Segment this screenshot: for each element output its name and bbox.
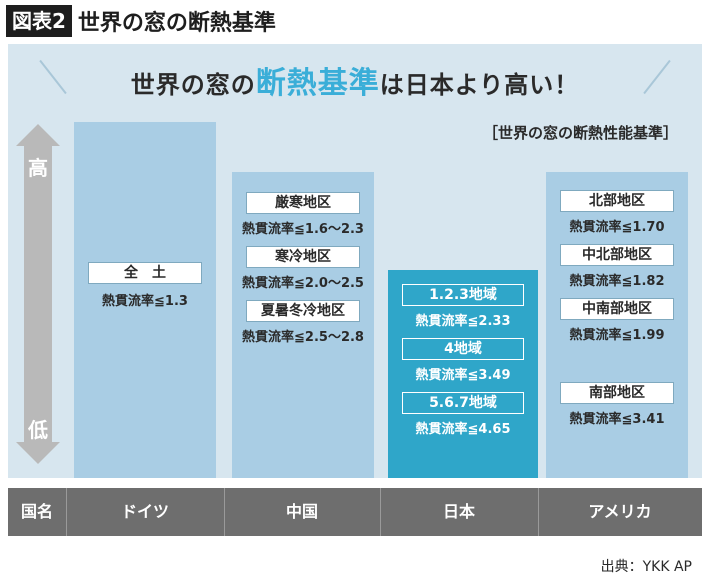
arrow-shaft [24,146,52,442]
column-japan: 1.2.3地域 熱貫流率≦2.33 4地域 熱貫流率≦3.49 5.6.7地域 … [388,270,538,478]
country-axis: 国名 ドイツ 中国 日本 アメリカ [8,488,702,536]
value-label: 熱貫流率≦3.41 [569,412,665,427]
country-label-germany: ドイツ [120,502,169,521]
value-label: 熱貫流率≦3.49 [415,368,511,383]
headline-pre: 世界の窓の [130,71,256,99]
value-label: 熱貫流率≦2.5～2.8 [242,330,364,345]
region-label: 1.2.3地域 [402,284,524,306]
arrow-label-low: 低 [28,418,48,442]
region-label: 北部地区 [560,190,674,212]
arrow-label-high: 高 [28,156,48,180]
region-label: 全 土 [88,262,202,284]
region-label: 寒冷地区 [246,246,360,268]
column-china: 厳寒地区 熱貫流率≦1.6～2.3 寒冷地区 熱貫流率≦2.0～2.5 夏暑冬冷… [232,172,374,478]
value-label: 熱貫流率≦2.0～2.5 [242,276,364,291]
chart-subtitle: ［世界の窓の断熱性能基準］ [482,124,678,142]
arrow-down-icon [16,442,60,464]
figure-header: 図表2 世界の窓の断熱基準 [6,4,276,38]
chart-headline: 世界の窓の断熱基準は日本より高い！ [8,58,702,102]
headline-accent: 断熱基準 [255,66,380,101]
region-label: 夏暑冬冷地区 [246,300,360,322]
divider [538,488,539,536]
source-note: 出典：YKK AP [600,559,692,575]
value-label: 熱貫流率≦4.65 [415,422,511,437]
region-label: 中北部地区 [560,244,674,266]
country-label-usa: アメリカ [588,502,652,521]
value-label: 熱貫流率≦1.70 [569,220,665,235]
value-label: 熱貫流率≦2.33 [415,314,511,329]
region-label: 南部地区 [560,382,674,404]
region-label: 中南部地区 [560,298,674,320]
performance-arrow: 高 低 [16,124,60,464]
column-germany: 全 土 熱貫流率≦1.3 [74,122,216,478]
divider [66,488,67,536]
column-usa: 北部地区 熱貫流率≦1.70 中北部地区 熱貫流率≦1.82 中南部地区 熱貫流… [546,172,688,478]
row-label: 国名 [20,502,53,521]
divider [224,488,225,536]
region-label: 4地域 [402,338,524,360]
region-label: 5.6.7地域 [402,392,524,414]
country-label-china: 中国 [285,502,318,521]
divider [380,488,381,536]
figure-badge: 図表2 [6,5,72,37]
figure-title: 世界の窓の断熱基準 [77,11,276,36]
value-label: 熱貫流率≦1.99 [569,328,665,343]
value-label: 熱貫流率≦1.6～2.3 [242,222,364,237]
region-label: 厳寒地区 [246,192,360,214]
value-label: 熱貫流率≦1.3 [102,294,188,309]
value-label: 熱貫流率≦1.82 [569,274,665,289]
country-label-japan: 日本 [442,502,475,521]
chart-panel: 世界の窓の断熱基準は日本より高い！ ［世界の窓の断熱性能基準］ 高 低 全 土 … [8,44,702,478]
headline-post: は日本より高い！ [379,71,580,99]
arrow-up-icon [16,124,60,146]
